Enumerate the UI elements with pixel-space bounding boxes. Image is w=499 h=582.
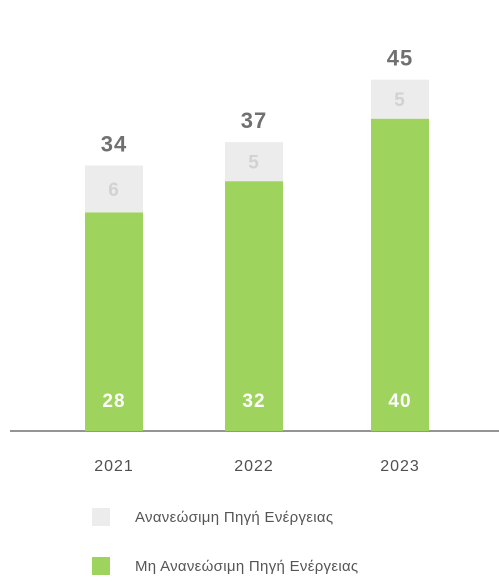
bar-nonrenewable-2022	[225, 181, 283, 431]
data-label-renewable-2022: 5	[248, 153, 260, 174]
bar-renewable-2023	[371, 79, 429, 119]
legend-item-non-renewable: Μη Ανανεώσιμη Πηγή Ενέργειας	[92, 556, 358, 576]
data-label-nonrenewable-2022: 32	[242, 391, 265, 412]
bar-renewable-2021	[85, 165, 143, 213]
total-label-2022: 37	[241, 108, 267, 133]
legend-label-non-renewable: Μη Ανανεώσιμη Πηγή Ενέργειας	[135, 557, 359, 575]
legend-label-renewable: Ανανεώσιμη Πηγή Ενέργειας	[135, 508, 334, 526]
x-tick-label-2023: 2023	[380, 458, 420, 475]
x-tick-label-2022: 2022	[234, 458, 274, 475]
stacked-bar-chart: 28 6 34 2021 32 5 37 2022 40 5 45 2023	[10, 46, 499, 475]
x-tick-label-2021: 2021	[94, 458, 134, 475]
legend-swatch-non-renewable	[92, 557, 110, 575]
total-label-2021: 34	[101, 132, 127, 157]
data-label-renewable-2021: 6	[108, 180, 120, 201]
data-label-nonrenewable-2023: 40	[388, 391, 411, 412]
data-label-renewable-2023: 5	[394, 90, 406, 111]
total-label-2023: 45	[387, 46, 413, 71]
bar-nonrenewable-2023	[371, 118, 429, 431]
data-label-nonrenewable-2021: 28	[102, 391, 125, 412]
bar-nonrenewable-2021	[85, 212, 143, 431]
legend-item-renewable: Ανανεώσιμη Πηγή Ενέργειας	[92, 507, 333, 527]
bar-renewable-2022	[225, 142, 283, 182]
legend-swatch-renewable	[92, 508, 110, 526]
